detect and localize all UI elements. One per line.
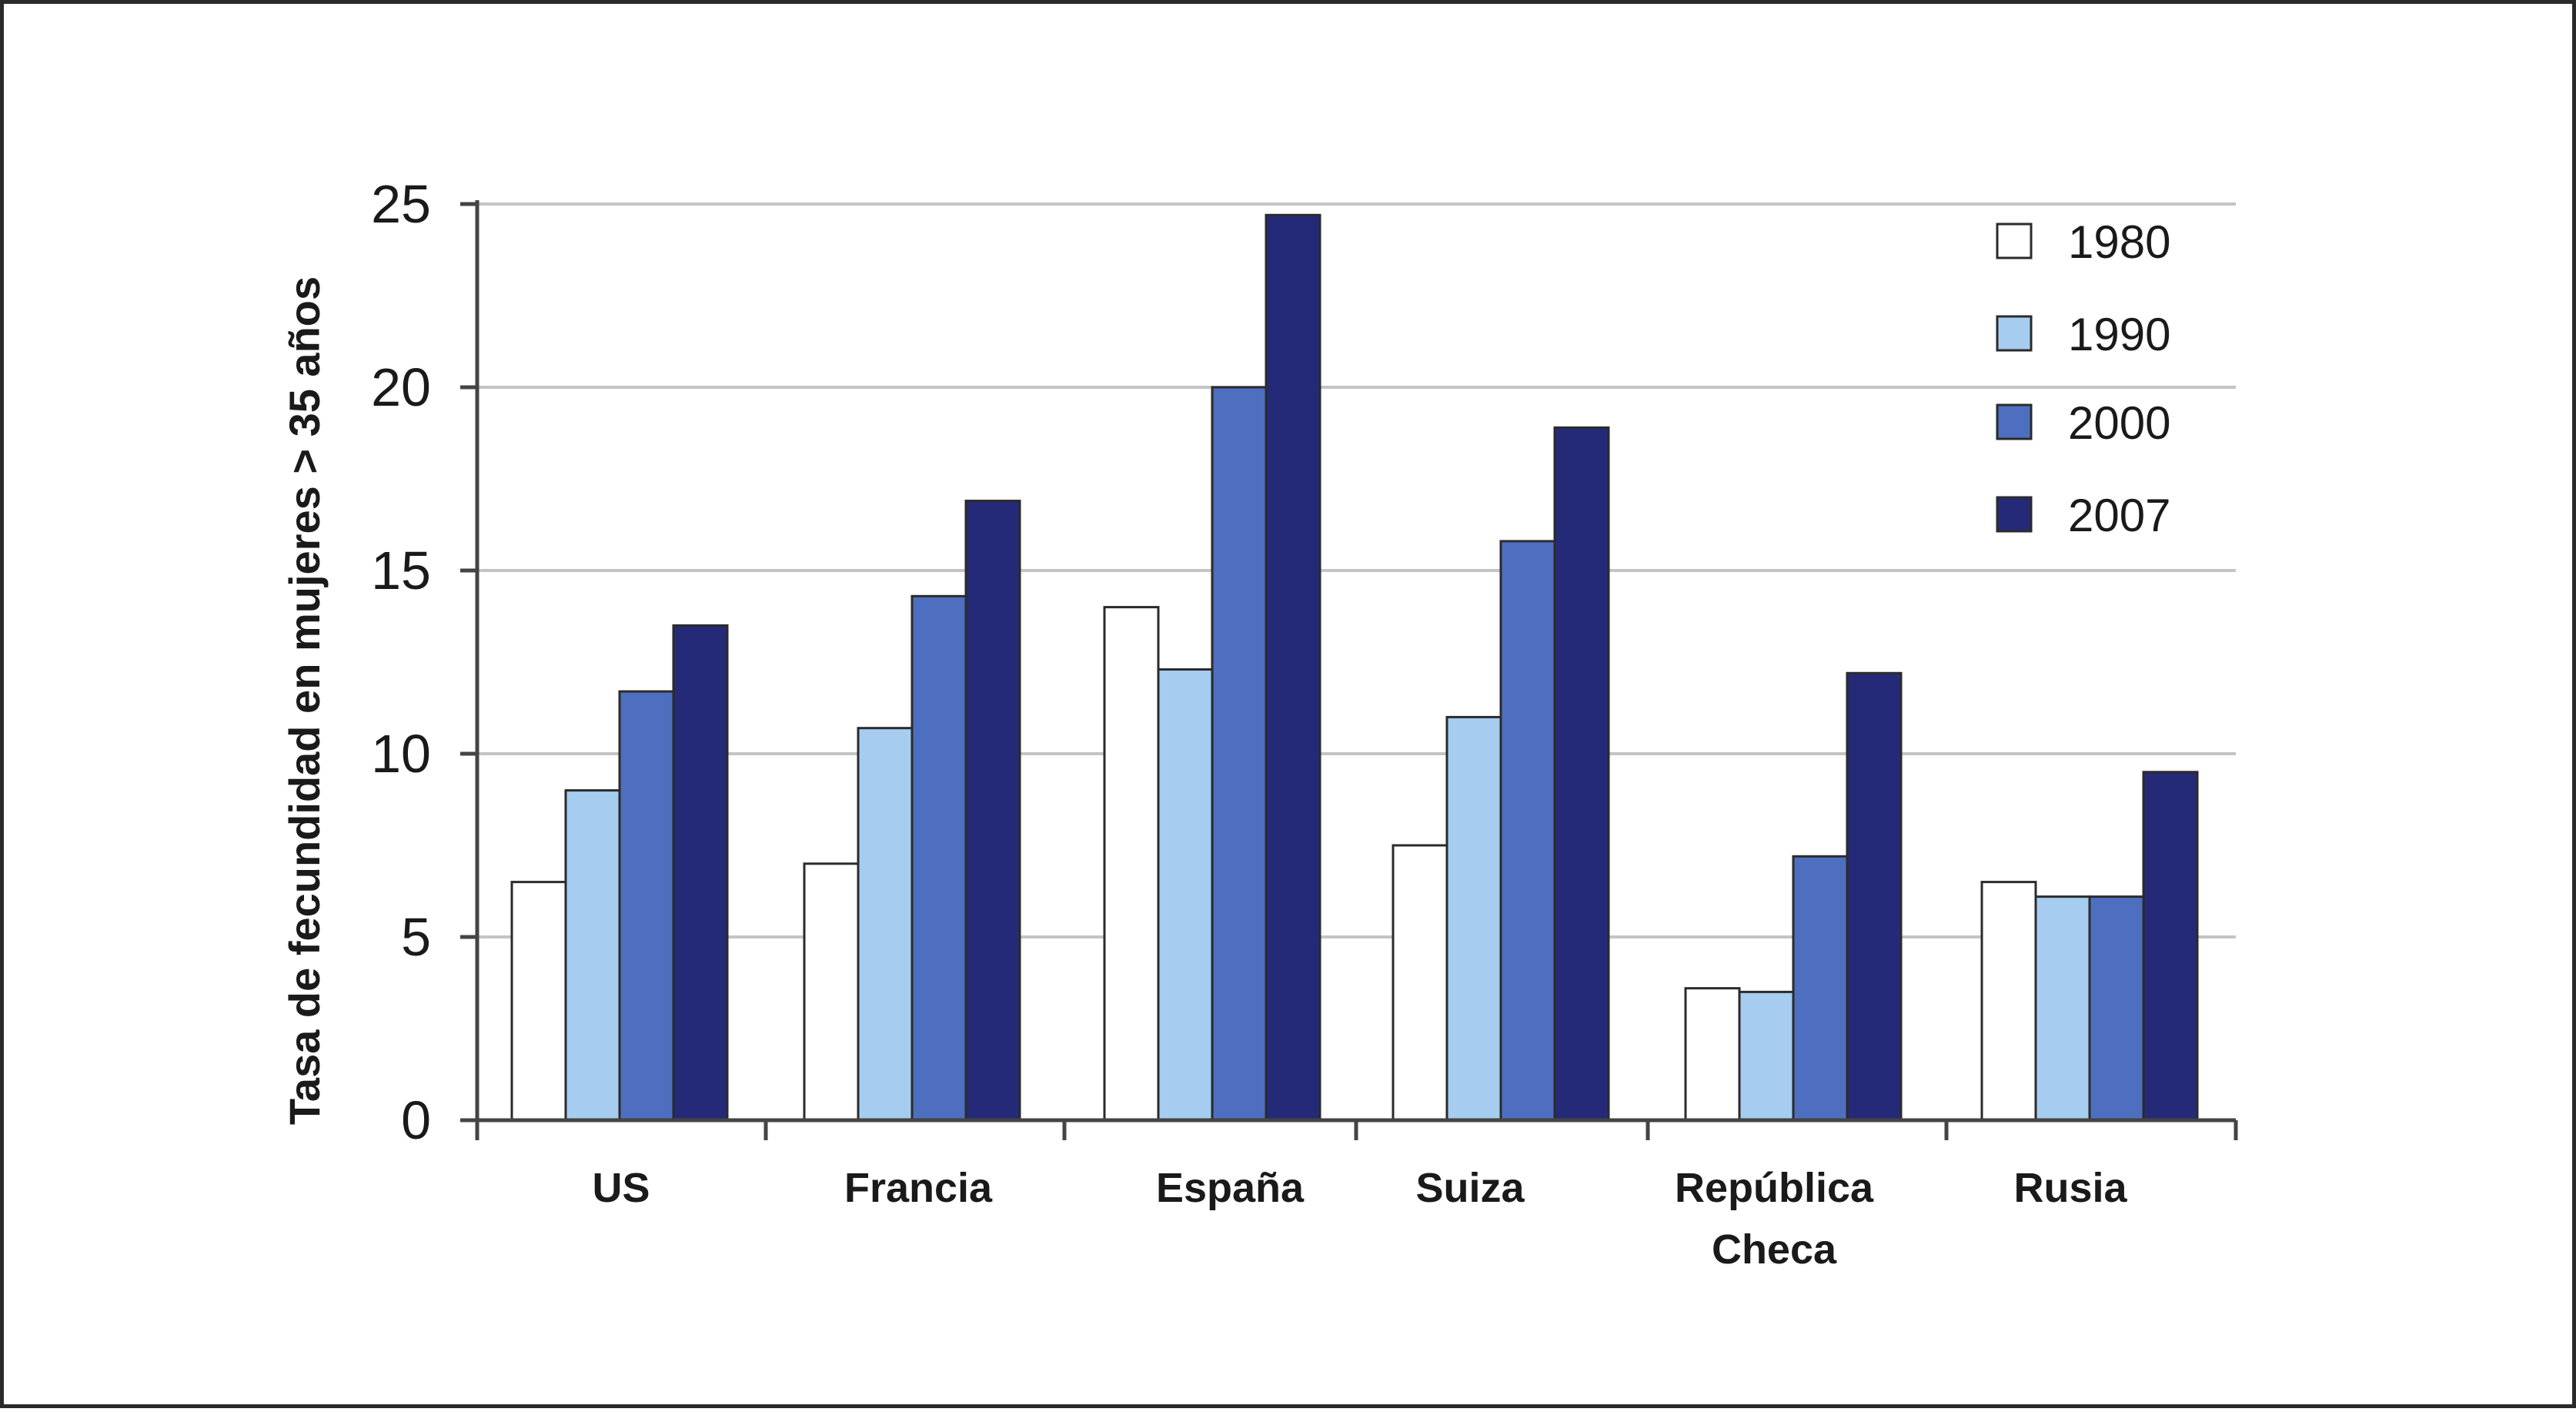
bar-1980 — [510, 881, 567, 1122]
legend-swatch — [1996, 223, 2033, 259]
legend-swatch — [1996, 315, 2033, 352]
bar-1990 — [857, 727, 914, 1122]
bar-2000 — [1211, 386, 1268, 1122]
y-axis-title: Tasa de fecundidad en mujeres > 35 años — [280, 276, 329, 1125]
bar-2007 — [672, 624, 729, 1122]
legend-label: 2000 — [2068, 397, 2170, 449]
bar-1980 — [1684, 987, 1741, 1122]
bar-1990 — [1157, 668, 1214, 1122]
bar-1980 — [1392, 844, 1448, 1122]
y-tick-label: 5 — [401, 907, 431, 967]
bar-2000 — [2088, 895, 2145, 1122]
x-category-label: Rusia — [2013, 1165, 2127, 1211]
y-tick-label: 25 — [371, 174, 431, 234]
bar-1990 — [2034, 895, 2091, 1122]
x-category-label: Suiza — [1415, 1165, 1525, 1211]
y-tick-label: 15 — [371, 540, 431, 601]
y-tick-label: 20 — [371, 357, 431, 417]
bar-1980 — [1103, 606, 1160, 1122]
legend-label: 2007 — [2068, 490, 2170, 541]
bar-2007 — [964, 500, 1021, 1122]
bar-2007 — [1553, 426, 1610, 1122]
legend: 1980 1990 2000 2007 — [1996, 216, 2170, 541]
bar-1990 — [564, 789, 621, 1122]
axes — [460, 200, 2238, 1140]
bar-2000 — [910, 594, 967, 1122]
legend-swatch — [1996, 403, 2033, 440]
bar-2007 — [1846, 671, 1903, 1122]
legend-item-1980: 1980 — [1996, 216, 2170, 268]
x-category-label: US — [592, 1165, 650, 1211]
x-category-label: República Checa — [1675, 1165, 1874, 1273]
y-tick-labels: 0 5 10 15 20 25 — [371, 174, 431, 1150]
x-category-label: España — [1156, 1165, 1305, 1211]
bar-2000 — [1499, 540, 1556, 1122]
y-tick-label: 10 — [371, 724, 431, 784]
bar-1990 — [1445, 715, 1502, 1122]
gridlines — [477, 202, 2236, 939]
x-category-labels: US Francia España Suiza República Checa Rusia — [592, 1165, 2127, 1273]
legend-item-2007: 2007 — [1996, 490, 2170, 541]
bar-2000 — [618, 690, 675, 1122]
bar-1980 — [803, 862, 860, 1122]
legend-item-2000: 2000 — [1996, 397, 2170, 449]
legend-label: 1980 — [2068, 216, 2170, 268]
legend-item-1990: 1990 — [1996, 309, 2170, 360]
bar-chart: 0 5 10 15 20 25 US Francia España Suiza República… — [280, 174, 2238, 1273]
bars — [510, 213, 2199, 1122]
bar-1980 — [1980, 881, 2037, 1122]
y-tick-label: 0 — [401, 1090, 431, 1150]
legend-swatch — [1996, 496, 2033, 533]
bar-2000 — [1792, 855, 1849, 1122]
bar-2007 — [2142, 771, 2199, 1122]
bar-1990 — [1738, 990, 1795, 1122]
legend-label: 1990 — [2068, 309, 2170, 360]
bar-2007 — [1265, 213, 1321, 1122]
x-category-label: Francia — [844, 1165, 993, 1211]
